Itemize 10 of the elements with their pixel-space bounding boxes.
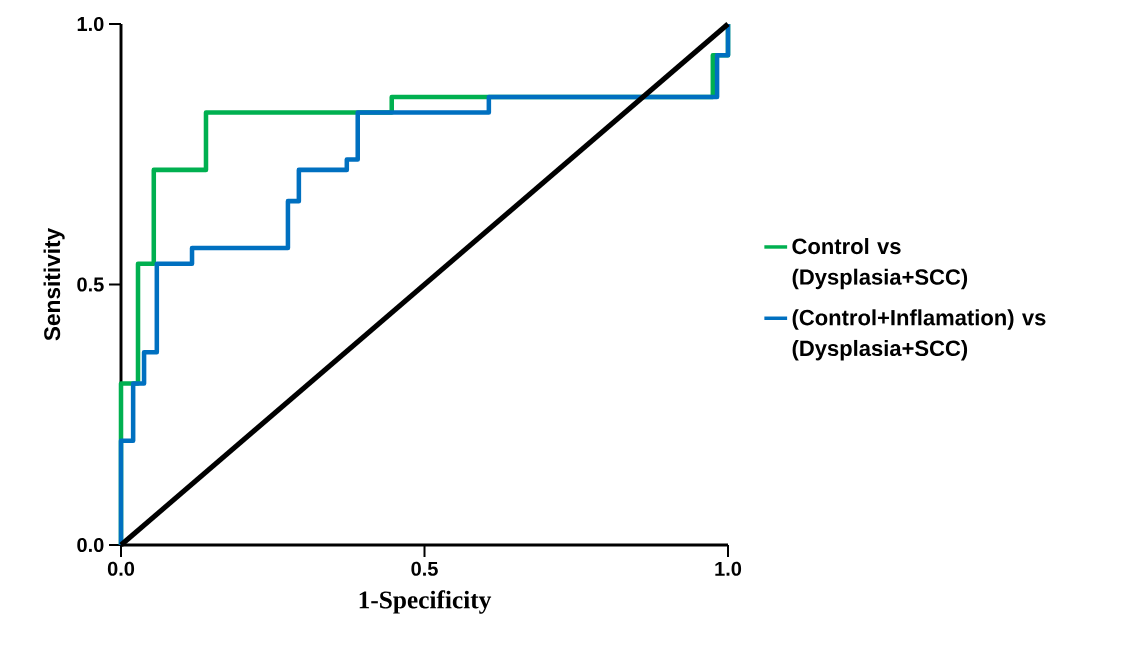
y-tick-label: 0.5 xyxy=(77,277,104,292)
y-axis-title: Sensitivity xyxy=(43,227,65,341)
legend-label: (Control+Inflamation) vs (Dysplasia+SCC) xyxy=(792,309,1046,361)
x-axis-title: 1-Specificity xyxy=(359,590,492,614)
x-tick-label: 0.0 xyxy=(107,561,135,576)
y-tick-label: 0.0 xyxy=(77,537,104,553)
x-tick-label: 1.0 xyxy=(715,561,742,576)
legend-label: Control vs (Dysplasia+SCC) xyxy=(792,238,968,290)
x-tick-label: 0.5 xyxy=(411,561,438,576)
y-tick-label: 1.0 xyxy=(77,16,104,32)
